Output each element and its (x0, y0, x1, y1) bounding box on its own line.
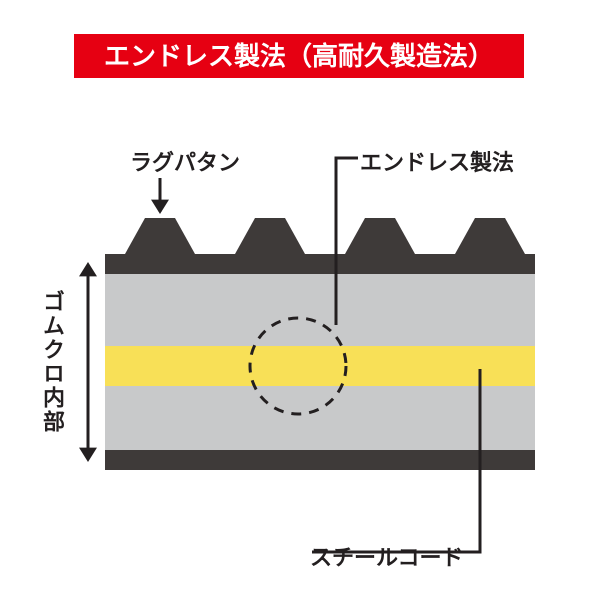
cross-section-diagram (0, 0, 600, 600)
